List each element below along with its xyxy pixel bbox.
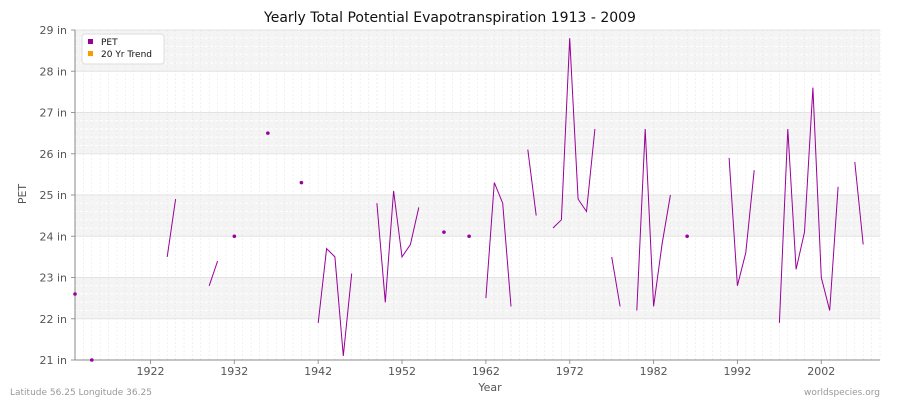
- y-tick-label: 25 in: [39, 189, 67, 202]
- y-tick-label: 27 in: [39, 107, 67, 120]
- x-tick-label: 2002: [807, 365, 835, 378]
- pet-point: [89, 358, 94, 362]
- x-axis-label: Year: [477, 381, 502, 394]
- legend-label-trend: 20 Yr Trend: [101, 50, 152, 60]
- pet-line-segment: [552, 38, 596, 229]
- y-tick-label: 26 in: [39, 148, 67, 161]
- pet-line-segment: [166, 199, 177, 257]
- legend-swatch-trend: [88, 51, 93, 56]
- pet-line-segment: [636, 128, 671, 311]
- footer-coordinates: Latitude 56.25 Longitude 36.25: [10, 388, 152, 398]
- y-tick-label: 21 in: [39, 354, 67, 367]
- axes: 21 in 22 in 23 in 24 in 25 in 26 in 27 in 28 in…: [39, 24, 880, 378]
- pet-line-segment: [527, 149, 537, 216]
- x-tick-label: 1992: [723, 365, 751, 378]
- pet-point: [232, 234, 237, 239]
- legend-box: [81, 33, 165, 65]
- x-tick-label: 1942: [304, 365, 332, 378]
- x-tick-label: 1922: [136, 365, 164, 378]
- x-tick-label: 1932: [220, 365, 248, 378]
- pet-point: [467, 234, 471, 239]
- legend-label-pet: PET: [101, 38, 118, 48]
- pet-point: [685, 234, 689, 239]
- y-tick-label: 28 in: [39, 65, 67, 78]
- pet-line-segment: [208, 260, 219, 286]
- y-axis-label: PET: [16, 184, 29, 205]
- pet-line-segment: [728, 157, 755, 286]
- pet-line-segment: [611, 256, 621, 307]
- pet-point: [266, 131, 270, 135]
- x-tick-label: 1982: [640, 365, 668, 378]
- y-tick-label: 22 in: [39, 313, 67, 326]
- x-tick-label: 1952: [388, 365, 416, 378]
- legend-swatch-pet: [88, 39, 93, 44]
- y-tick-label: 24 in: [39, 230, 67, 243]
- x-tick-label: 1972: [556, 365, 584, 378]
- grid: [74, 29, 881, 361]
- pet-line-segment: [854, 161, 864, 245]
- pet-line-segment: [778, 87, 839, 323]
- chart-title: Yearly Total Potential Evapotranspiratio…: [263, 10, 636, 26]
- pet-line-segment: [376, 190, 420, 303]
- pet-line-segment: [485, 182, 512, 307]
- y-tick-label: 23 in: [39, 272, 67, 285]
- legend: PET 20 Yr Trend: [81, 33, 165, 65]
- pet-point: [442, 230, 446, 234]
- pet-point: [299, 180, 304, 185]
- series-layer: [73, 38, 864, 362]
- pet-point: [73, 292, 77, 296]
- footer-source: worldspecies.org: [804, 388, 880, 398]
- x-tick-label: 1962: [472, 365, 500, 378]
- pet-line-segment: [317, 247, 353, 356]
- y-tick-label: 29 in: [39, 24, 67, 37]
